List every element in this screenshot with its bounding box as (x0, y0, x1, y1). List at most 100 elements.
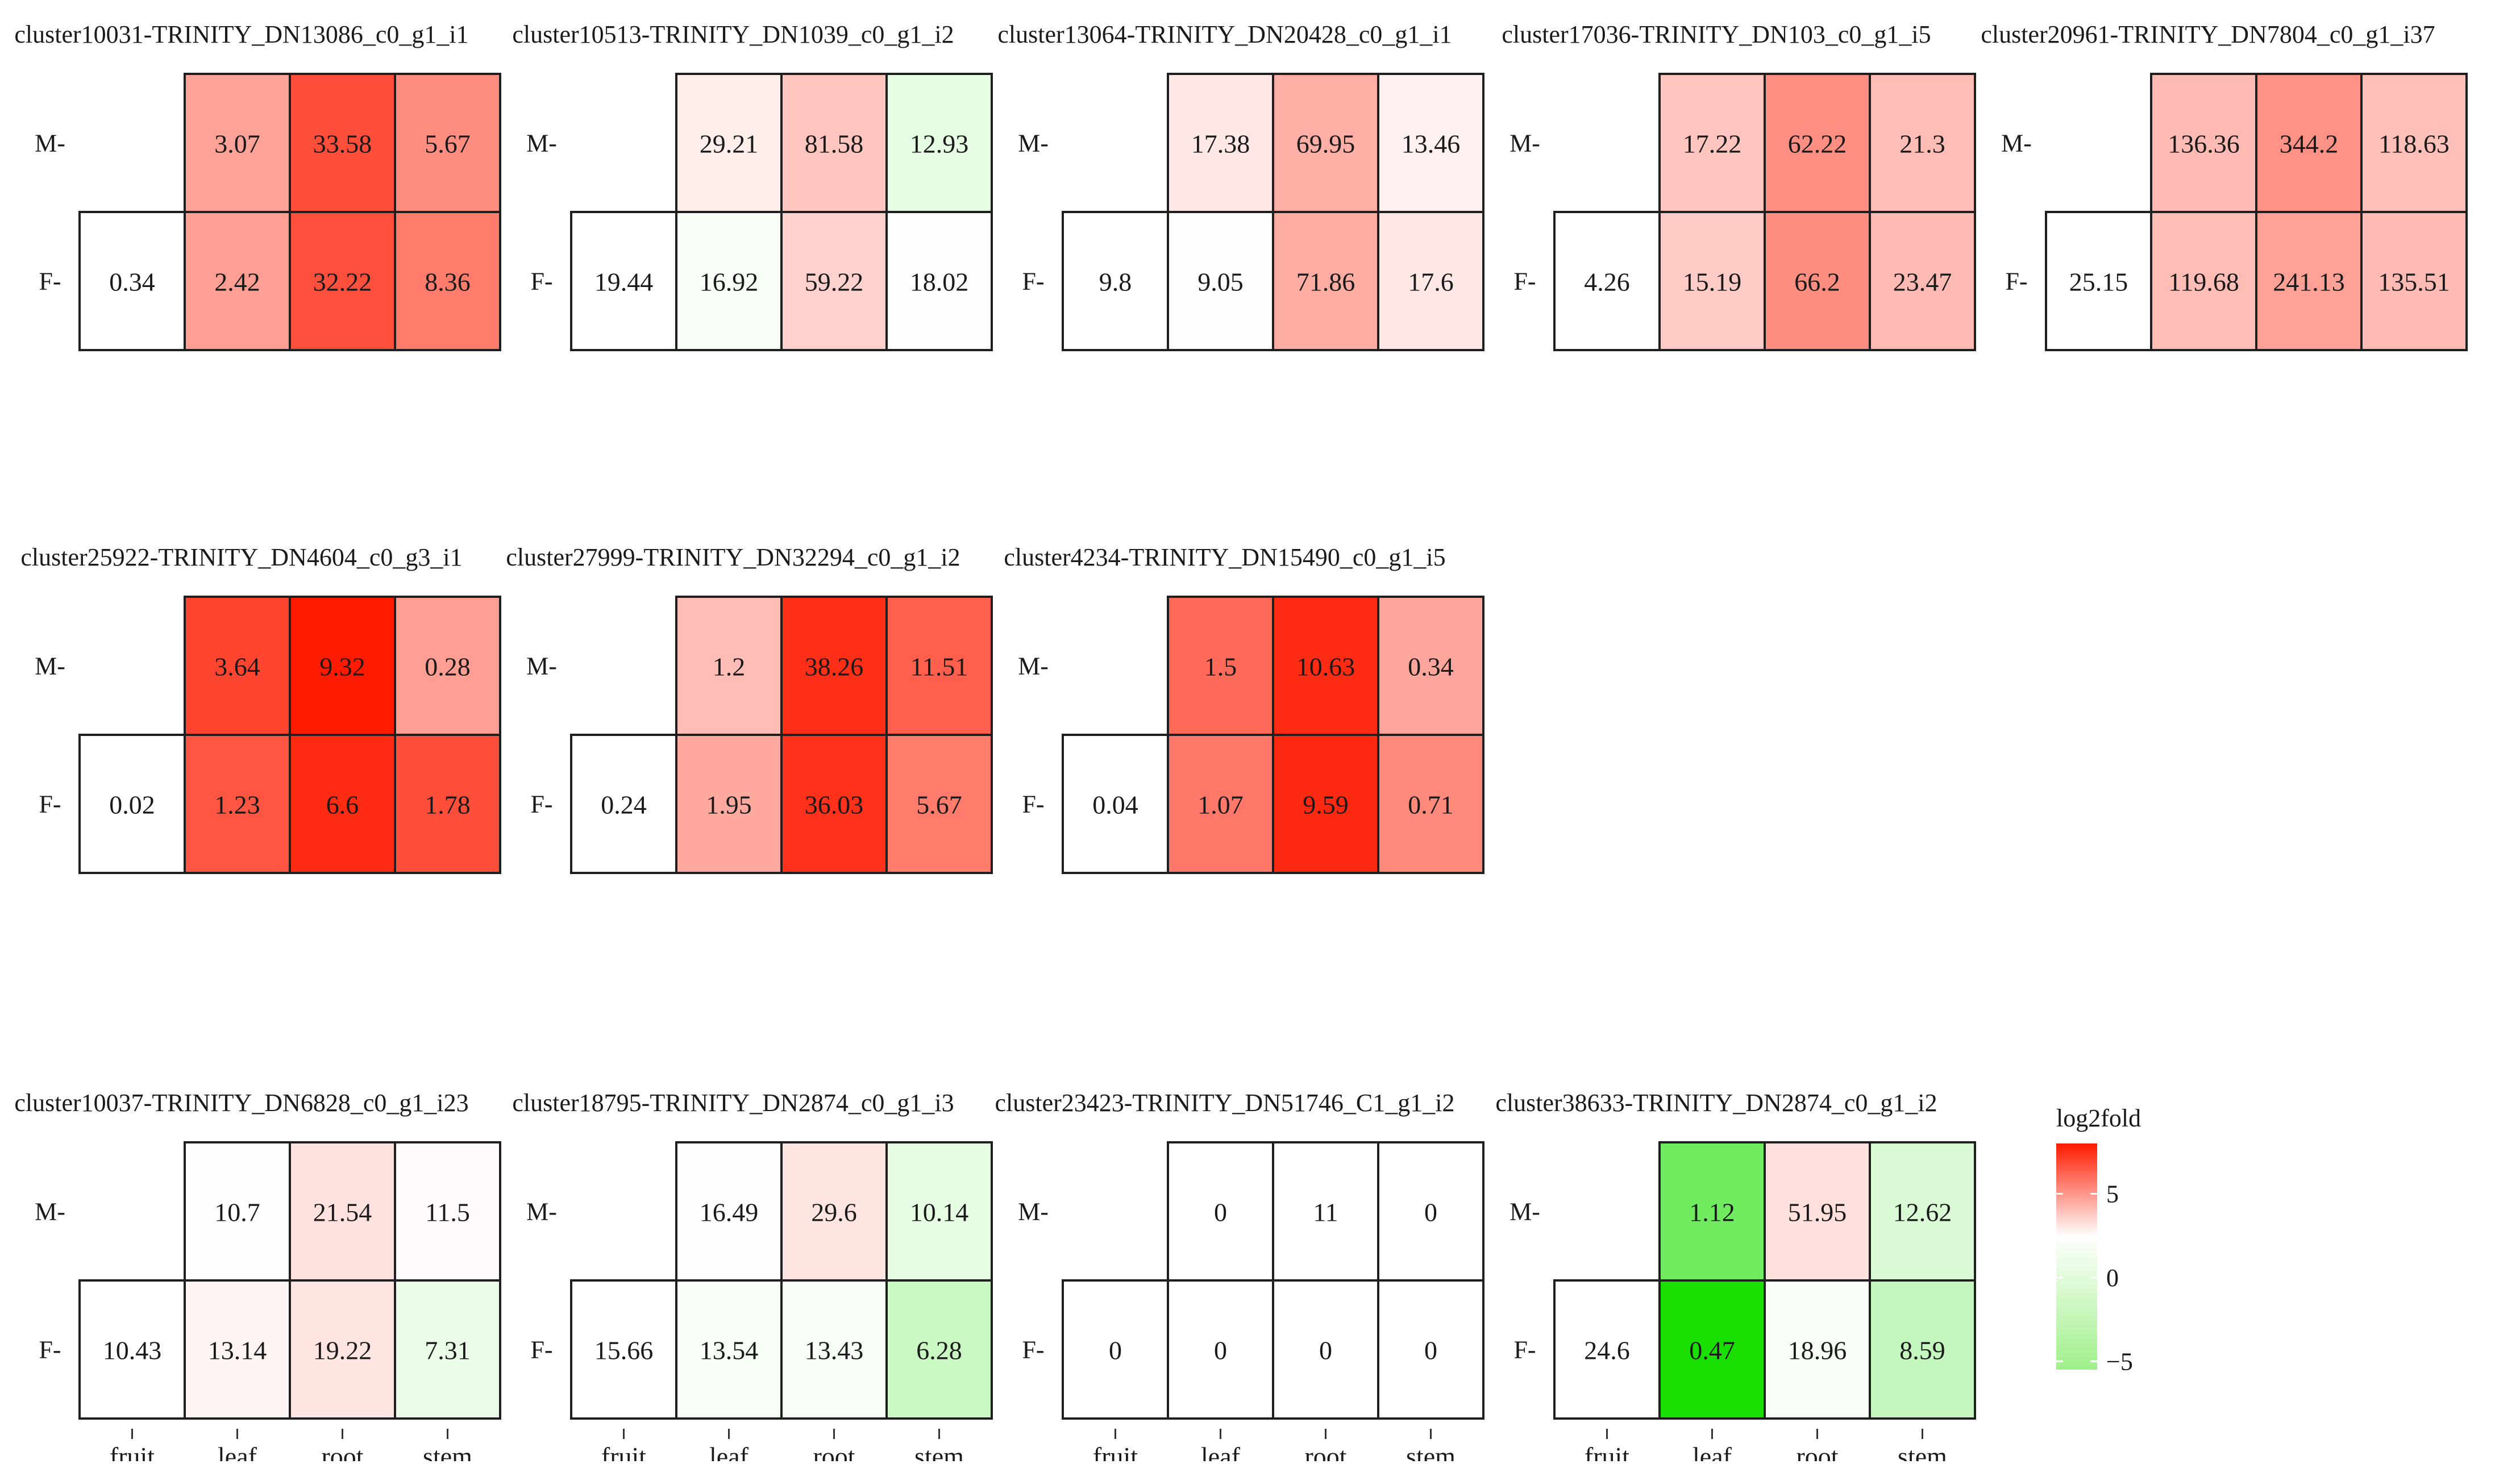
cell-value: 1.95 (706, 791, 752, 820)
row-label: F- (1022, 268, 1044, 296)
heatmap-panel: cluster27999-TRINITY_DN32294_c0_g1_i2 M- F… (506, 543, 993, 874)
heatmap-panel: cluster18795-TRINITY_DN2874_c0_g1_i3 M- F-… (512, 1089, 993, 1464)
cell-value: 25.15 (2069, 268, 2128, 297)
heatmap-cell (289, 734, 396, 874)
panel-title: cluster27999-TRINITY_DN32294_c0_g1_i2 (506, 543, 960, 571)
heatmap-cell (1167, 1141, 1274, 1282)
panel-title: cluster23423-TRINITY_DN51746_C1_g1_i2 (995, 1089, 1454, 1117)
row-label: F- (1022, 1336, 1044, 1364)
cell-value: 16.92 (700, 268, 759, 297)
cell-value: 344.2 (2280, 130, 2339, 159)
heatmap-cell (394, 1279, 501, 1420)
cell-value: 9.8 (1099, 268, 1132, 297)
cell-value: 0 (1319, 1336, 1332, 1365)
cell-value: 18.96 (1788, 1336, 1847, 1365)
cell-value: 0.24 (601, 791, 647, 820)
cell-value: 15.19 (1683, 268, 1742, 297)
row-label: M- (2001, 130, 2032, 157)
heatmap-cell (885, 1279, 993, 1420)
heatmap-cell (1062, 734, 1169, 874)
heatmap-cell (885, 73, 993, 213)
cell-value: 19.22 (313, 1336, 372, 1365)
legend-tick-label: 0 (2106, 1264, 2119, 1292)
cell-value: 7.31 (425, 1336, 471, 1365)
heatmap-cell (289, 596, 396, 736)
cell-value: 17.6 (1408, 268, 1454, 297)
heatmap-cell (1377, 73, 1484, 213)
heatmap-panel: cluster10513-TRINITY_DN1039_c0_g1_i2 M- F-… (512, 20, 993, 351)
cell-value: 10.7 (214, 1198, 260, 1227)
heatmap-panel: cluster17036-TRINITY_DN103_c0_g1_i5 M- F- 1… (1502, 20, 1976, 351)
cell-value: 5.67 (916, 791, 962, 820)
heatmap-cell (78, 1279, 186, 1420)
cell-value: 19.44 (594, 268, 654, 297)
cell-value: 0.47 (1689, 1336, 1735, 1365)
heatmap-cell (1167, 596, 1274, 736)
heatmap-cell (1869, 1279, 1976, 1420)
row-label: M- (35, 652, 65, 680)
heatmap-cell (1553, 1279, 1661, 1420)
x-tick-label: leaf (709, 1442, 749, 1461)
heatmap-cell (1658, 73, 1766, 213)
heatmap-cell (289, 211, 396, 351)
row-label: M- (526, 1198, 557, 1226)
cell-value: 21.54 (313, 1198, 372, 1227)
row-label: F- (530, 1336, 552, 1364)
cell-value: 1.2 (713, 652, 746, 681)
cell-value: 69.95 (1296, 130, 1355, 159)
legend-colorbar (2056, 1143, 2097, 1370)
panel-title: cluster17036-TRINITY_DN103_c0_g1_i5 (1502, 20, 1931, 48)
x-tick-label: stem (1406, 1442, 1456, 1461)
cell-value: 0.04 (1092, 791, 1138, 820)
cell-value: 0 (1214, 1336, 1227, 1365)
heatmap-panel: cluster10037-TRINITY_DN6828_c0_g1_i23 M- F… (14, 1089, 501, 1464)
heatmap-cell (184, 211, 291, 351)
panel-title: cluster18795-TRINITY_DN2874_c0_g1_i3 (512, 1089, 954, 1117)
row-label: F- (1513, 268, 1536, 296)
heatmap-cell (1869, 73, 1976, 213)
heatmap-cell (184, 734, 291, 874)
heatmap-cell (1272, 73, 1379, 213)
cell-value: 51.95 (1788, 1198, 1847, 1227)
x-tick-label: fruit (110, 1442, 155, 1461)
cell-value: 3.07 (214, 130, 260, 159)
heatmap-cell (1272, 1141, 1379, 1282)
cell-value: 11.5 (425, 1198, 470, 1227)
color-legend: log2fold 5 0 −5 (2056, 1104, 2141, 1375)
cell-value: 8.59 (1899, 1336, 1945, 1365)
cell-value: 18.02 (910, 268, 969, 297)
cell-value: 81.58 (805, 130, 864, 159)
cell-value: 10.43 (103, 1336, 162, 1365)
heatmap-cell (1062, 211, 1169, 351)
cell-value: 0.28 (425, 652, 471, 681)
cell-value: 4.26 (1584, 268, 1630, 297)
cell-value: 0.34 (1408, 652, 1454, 681)
cell-value: 241.13 (2273, 268, 2345, 297)
cell-value: 15.66 (594, 1336, 654, 1365)
cell-value: 6.28 (916, 1336, 962, 1365)
heatmap-cell (394, 73, 501, 213)
heatmap-cell (1553, 211, 1661, 351)
heatmap-cell (289, 1279, 396, 1420)
cell-value: 13.46 (1402, 130, 1461, 159)
x-tick-label: stem (914, 1442, 964, 1461)
cell-value: 12.62 (1893, 1198, 1952, 1227)
row-label: M- (1018, 130, 1049, 157)
row-label: M- (526, 130, 557, 157)
cell-value: 10.63 (1296, 652, 1355, 681)
heatmap-cell (289, 73, 396, 213)
heatmap-panel: cluster20961-TRINITY_DN7804_c0_g1_i37 M- F… (1981, 20, 2468, 351)
x-tick-label: stem (423, 1442, 472, 1461)
cell-value: 32.22 (313, 268, 372, 297)
heatmap-cell (780, 1279, 888, 1420)
panel-title: cluster20961-TRINITY_DN7804_c0_g1_i37 (1981, 20, 2435, 48)
heatmap-cell (1377, 1141, 1484, 1282)
x-tick-label: leaf (1693, 1442, 1732, 1461)
panel-title: cluster10031-TRINITY_DN13086_c0_g1_i1 (14, 20, 468, 48)
row-label: M- (1509, 130, 1540, 157)
cell-value: 0.34 (109, 268, 155, 297)
heatmap-cell (675, 1279, 783, 1420)
x-tick-label: root (1796, 1442, 1838, 1461)
row-label: M- (526, 652, 557, 680)
cell-value: 1.07 (1197, 791, 1244, 820)
